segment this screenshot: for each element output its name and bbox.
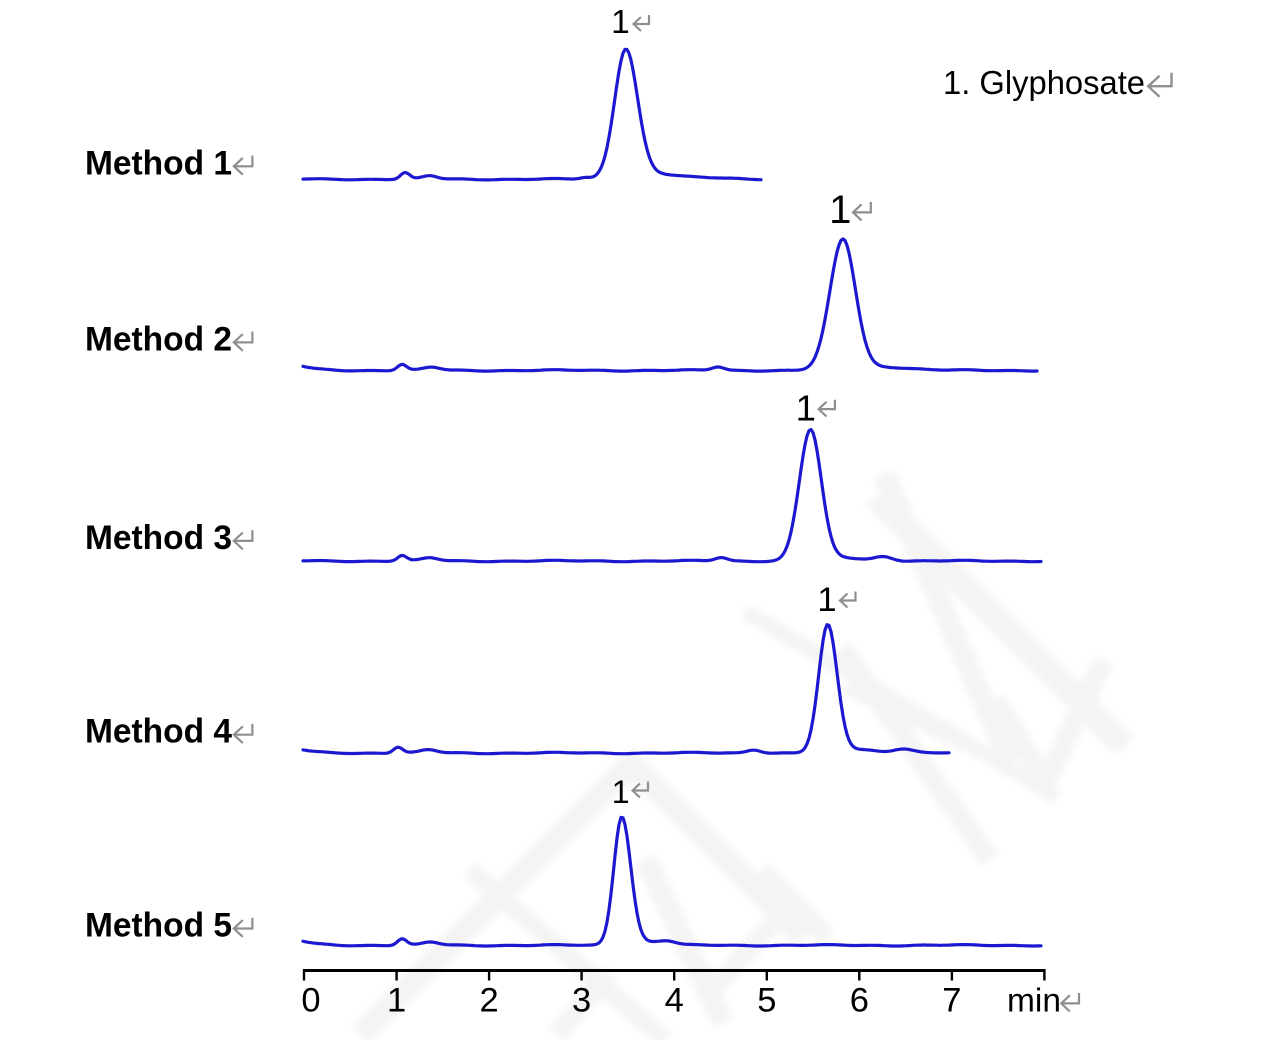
svg-text:Method 5: Method 5 (85, 907, 232, 945)
svg-text:7: 7 (942, 982, 961, 1020)
svg-text:6: 6 (850, 982, 869, 1020)
svg-text:1: 1 (611, 4, 630, 41)
svg-text:1: 1 (817, 581, 836, 619)
svg-text:Method 2: Method 2 (85, 320, 232, 358)
svg-text:Method 4: Method 4 (85, 713, 232, 751)
svg-text:1: 1 (796, 387, 816, 428)
svg-text:Method 3: Method 3 (85, 519, 232, 557)
svg-text:4: 4 (665, 982, 684, 1020)
svg-text:Method 1: Method 1 (85, 144, 232, 182)
svg-text:min: min (1007, 983, 1061, 1020)
svg-text:5: 5 (757, 982, 776, 1020)
svg-text:1: 1 (612, 774, 630, 810)
svg-text:2: 2 (480, 982, 499, 1020)
svg-text:1. Glyphosate: 1. Glyphosate (943, 65, 1145, 102)
svg-text:1: 1 (829, 188, 851, 232)
svg-text:0: 0 (301, 982, 320, 1020)
svg-text:3: 3 (572, 982, 591, 1020)
svg-text:1: 1 (387, 982, 406, 1020)
